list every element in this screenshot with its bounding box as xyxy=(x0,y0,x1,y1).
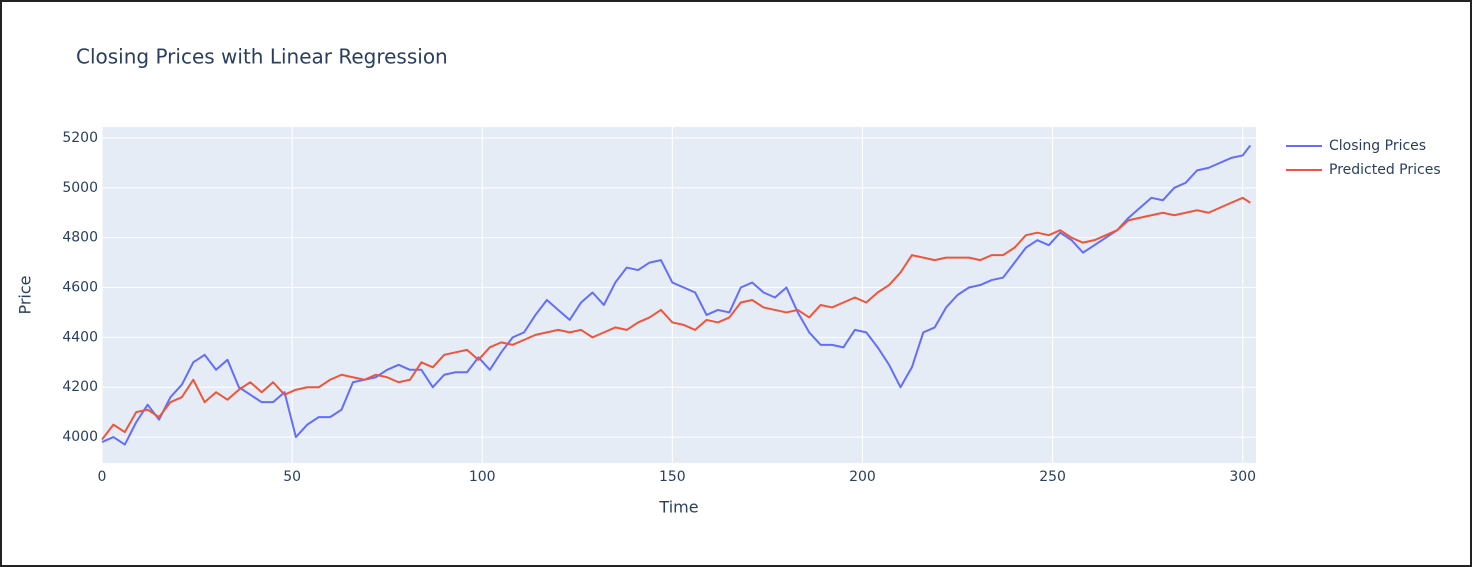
y-tick-label: 5200 xyxy=(62,130,98,146)
y-tick-label: 4000 xyxy=(62,429,98,445)
x-tick-label: 300 xyxy=(1229,469,1256,485)
y-tick-label: 5000 xyxy=(62,180,98,196)
y-axis-label: Price xyxy=(16,275,35,314)
x-tick-label: 150 xyxy=(659,469,686,485)
legend-label: Predicted Prices xyxy=(1329,162,1441,178)
y-tick-label: 4800 xyxy=(62,230,98,246)
x-axis-label: Time xyxy=(658,498,698,517)
line-series xyxy=(101,144,1252,446)
chart-title: Closing Prices with Linear Regression xyxy=(76,45,448,69)
legend-label: Closing Prices xyxy=(1329,138,1426,154)
y-tick-label: 4400 xyxy=(62,329,98,345)
x-tick-label: 250 xyxy=(1039,469,1066,485)
y-tick-label: 4200 xyxy=(62,379,98,395)
line-series xyxy=(101,196,1251,441)
x-tick-label: 0 xyxy=(98,469,107,485)
plot-area xyxy=(102,127,1256,463)
y-tick-label: 4600 xyxy=(62,280,98,296)
x-tick-label: 200 xyxy=(849,469,876,485)
x-tick-label: 50 xyxy=(283,469,301,485)
x-tick-label: 100 xyxy=(469,469,496,485)
